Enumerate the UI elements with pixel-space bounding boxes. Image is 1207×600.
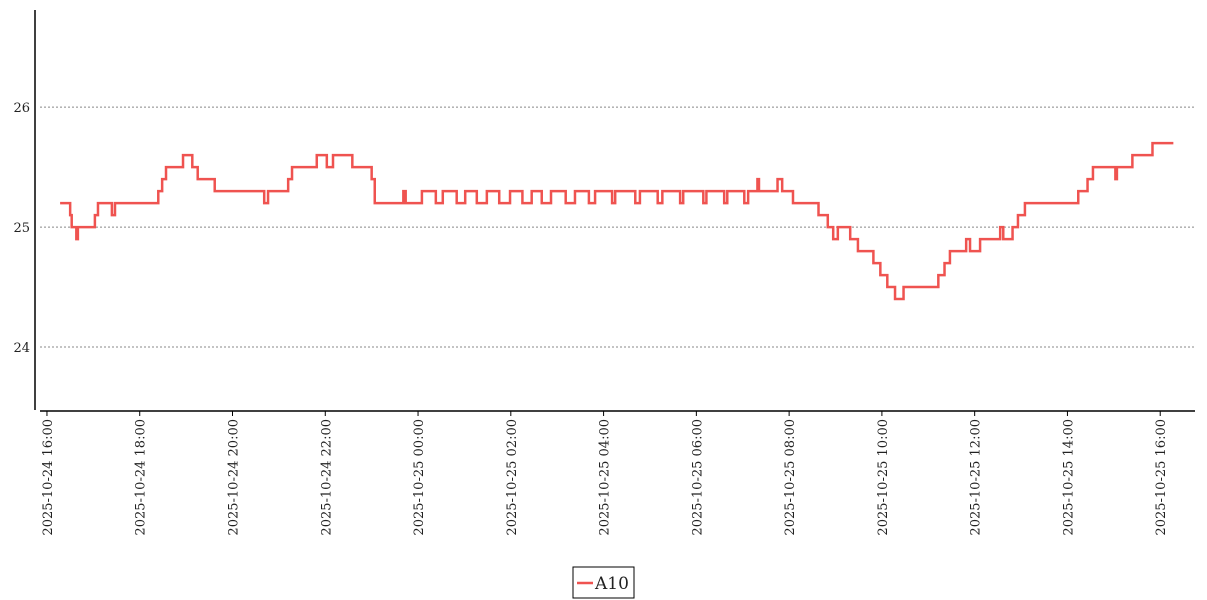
x-tick-label: 2025-10-25 10:00 [876, 419, 891, 536]
x-tick-label: 2025-10-25 08:00 [783, 419, 798, 536]
x-tick-label: 2025-10-25 16:00 [1154, 419, 1169, 536]
series-line [60, 141, 1174, 301]
x-tick-label: 2025-10-24 16:00 [41, 419, 56, 536]
legend-label: A10 [594, 574, 629, 594]
y-tick-label: 26 [13, 101, 30, 116]
y-tick-label: 25 [13, 221, 30, 236]
x-tick-label: 2025-10-25 04:00 [598, 419, 613, 536]
x-tick-label: 2025-10-25 14:00 [1061, 419, 1076, 536]
x-tick-label: 2025-10-24 18:00 [134, 419, 149, 536]
x-tick-label: 2025-10-24 22:00 [319, 419, 334, 536]
x-tick-label: 2025-10-25 06:00 [690, 419, 705, 536]
x-tick-label: 2025-10-25 00:00 [412, 419, 427, 536]
x-tick-label: 2025-10-24 20:00 [227, 419, 242, 536]
x-tick-label: 2025-10-25 12:00 [969, 419, 984, 536]
legend: A10 [572, 566, 635, 599]
y-tick-label: 24 [13, 341, 30, 356]
x-tick-label: 2025-10-25 02:00 [505, 419, 520, 536]
